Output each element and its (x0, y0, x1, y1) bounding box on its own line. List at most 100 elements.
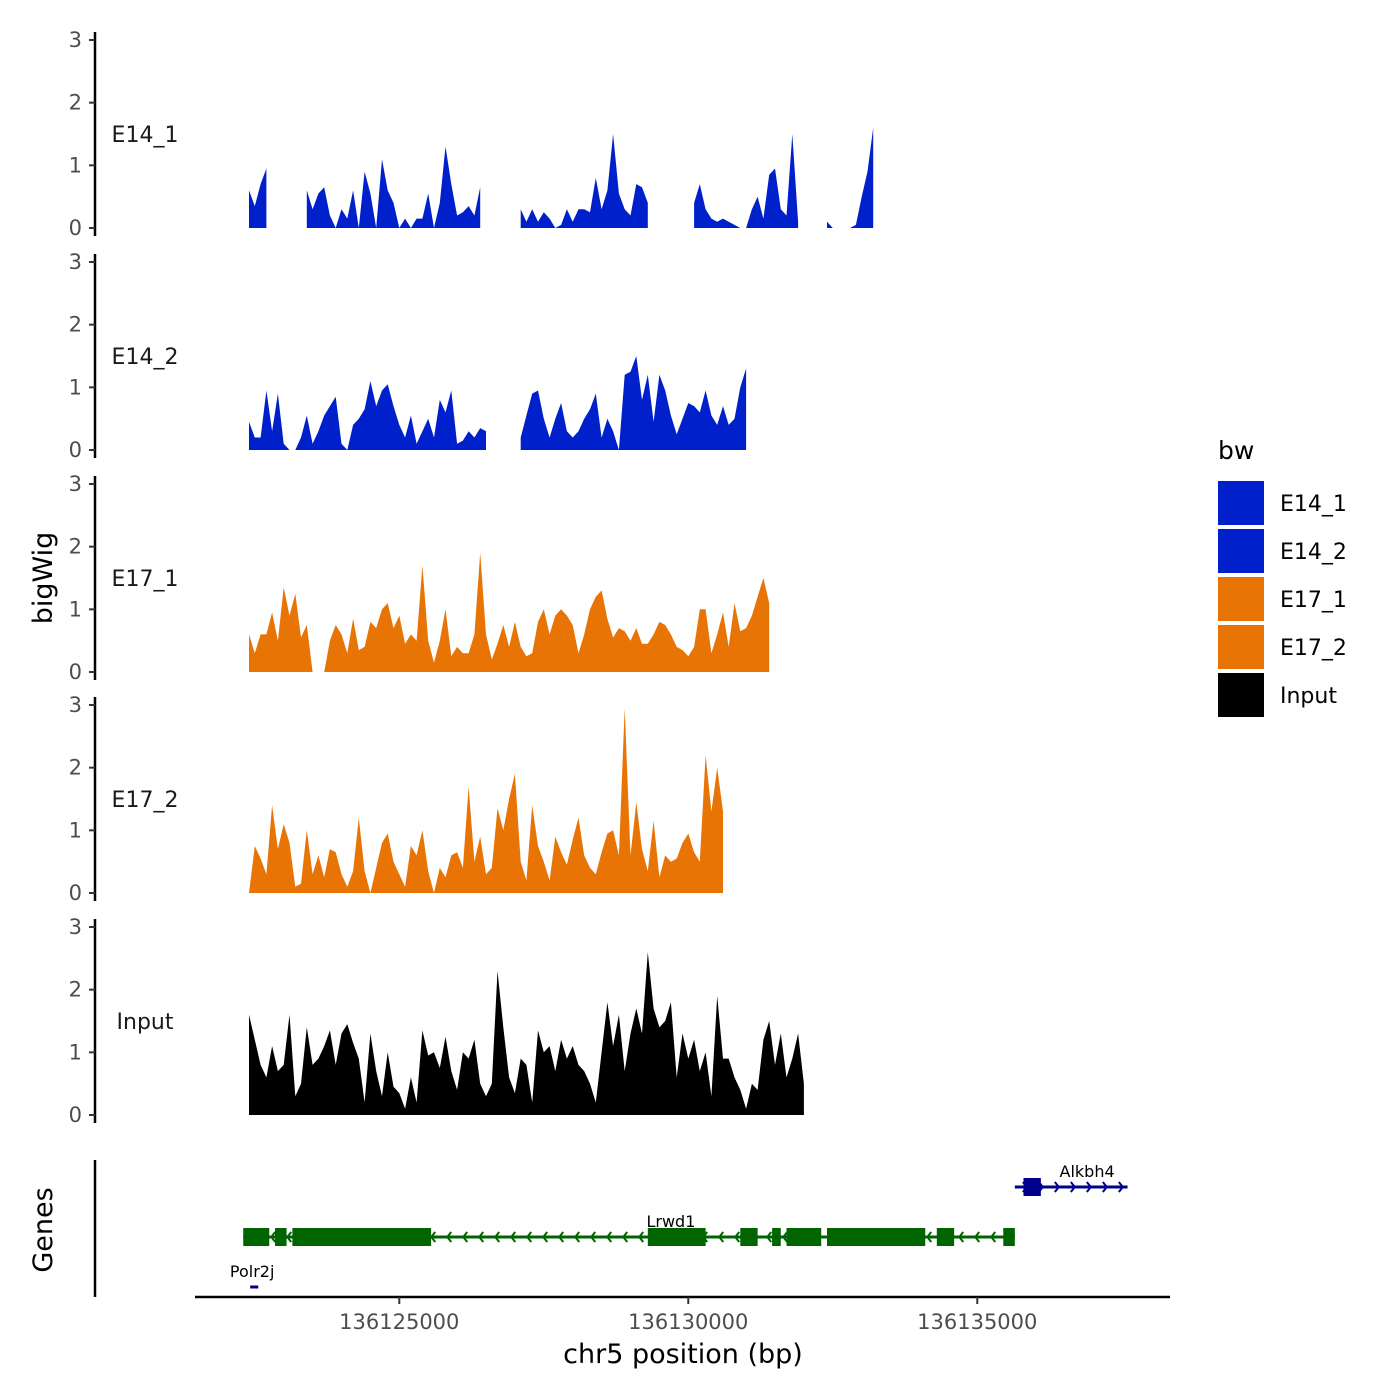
exon-block (826, 1228, 926, 1246)
gene-Lrwd1: Lrwd1 (243, 1212, 1015, 1246)
signal-area-E14_1 (249, 127, 874, 228)
track-label: Input (117, 1010, 174, 1035)
y-tick-label: 2 (69, 978, 82, 1002)
strand-arrow (957, 1231, 965, 1243)
strand-arrow (429, 1231, 437, 1243)
y-tick-label: 1 (69, 597, 82, 621)
y-tick-label: 0 (69, 216, 82, 240)
legend-swatch-E14_2 (1218, 529, 1264, 573)
y-tick-label: 0 (69, 660, 82, 684)
legend-label-E17_2: E17_2 (1280, 636, 1347, 661)
exon-block (243, 1228, 270, 1246)
y-tick-label: 1 (69, 1040, 82, 1064)
strand-arrow (733, 1231, 741, 1243)
strand-arrow (925, 1231, 933, 1243)
x-tick-label: 136130000 (628, 1310, 748, 1334)
legend-swatch-E17_2 (1218, 625, 1264, 669)
legend-swatch-Input (1218, 673, 1264, 717)
exon-block (647, 1228, 706, 1246)
track-E17_1: 0 1 2 3 E17_1 (69, 472, 770, 684)
legend-swatch-E17_1 (1218, 577, 1264, 621)
y-tick-label: 2 (69, 535, 82, 559)
strand-arrow (637, 1231, 645, 1243)
strand-arrow (605, 1231, 613, 1243)
track-label: E17_2 (112, 788, 179, 813)
y-tick-label: 1 (69, 375, 82, 399)
track-label: E17_1 (112, 567, 179, 592)
gene-label: Alkbh4 (1060, 1162, 1115, 1181)
legend-label-Input: Input (1280, 684, 1337, 709)
strand-arrow (509, 1231, 517, 1243)
exon-block (740, 1228, 758, 1246)
strand-arrow (621, 1231, 629, 1243)
track-E17_2: 0 1 2 3 E17_2 (69, 693, 723, 905)
y-tick-label: 3 (69, 472, 82, 496)
strand-arrow (285, 1231, 293, 1243)
signal-area-Input (249, 952, 804, 1115)
strand-arrow (1070, 1181, 1077, 1193)
gene-panel-title: Genes (28, 1187, 59, 1272)
strand-arrow (589, 1231, 597, 1243)
legend: bw E14_1 E14_2 E17_1 E17_2 Input (1218, 436, 1347, 717)
strand-arrow (989, 1231, 997, 1243)
x-tick-label: 136135000 (917, 1310, 1037, 1334)
gene-label: Lrwd1 (646, 1212, 695, 1231)
gene-Polr2j: Polr2j (230, 1262, 275, 1289)
track-Input: 0 1 2 3 Input (69, 915, 804, 1127)
strand-arrow (1086, 1181, 1093, 1193)
track-E14_2: 0 1 2 3 E14_2 (69, 250, 747, 462)
track-label: E14_1 (112, 123, 179, 148)
strand-arrow (269, 1231, 277, 1243)
y-axis-title: bigWig (28, 532, 59, 625)
y-tick-label: 3 (69, 28, 82, 52)
exon-block (772, 1228, 781, 1246)
signal-tracks: 0 1 2 3 E14_1 0 1 2 3 E14_2 0 1 2 3 E17_1 0 1 2 3 E17_2 0 1 2 3… (69, 28, 874, 1127)
y-tick-label: 3 (69, 693, 82, 717)
strand-arrow (1118, 1181, 1125, 1193)
x-tick-label: 136125000 (339, 1310, 459, 1334)
legend-label-E17_1: E17_1 (1280, 588, 1347, 613)
exon-block (1023, 1178, 1041, 1196)
legend-swatch-E14_1 (1218, 481, 1264, 525)
strand-arrow (765, 1231, 773, 1243)
y-tick-label: 1 (69, 818, 82, 842)
strand-arrow (445, 1231, 453, 1243)
strand-arrow (573, 1231, 581, 1243)
strand-arrow (1102, 1181, 1109, 1193)
y-tick-label: 3 (69, 915, 82, 939)
signal-area-E17_2 (249, 708, 723, 893)
exon-block (1003, 1228, 1015, 1246)
y-tick-label: 2 (69, 756, 82, 780)
exon-block (936, 1228, 955, 1246)
gene-panel: Polr2j Lrwd1 Alkbh4 (93, 1160, 1128, 1297)
y-tick-label: 3 (69, 250, 82, 274)
strand-arrow (973, 1231, 981, 1243)
strand-arrow (461, 1231, 469, 1243)
legend-title: bw (1218, 436, 1254, 465)
strand-arrow (781, 1231, 789, 1243)
exon-block (275, 1228, 287, 1246)
track-E14_1: 0 1 2 3 E14_1 (69, 28, 874, 240)
signal-area-E14_2 (249, 356, 747, 450)
gene-Alkbh4: Alkbh4 (1014, 1162, 1128, 1196)
x-axis: 136125000 136130000 136135000 (195, 1295, 1170, 1334)
strand-arrow (717, 1231, 725, 1243)
y-tick-label: 2 (69, 91, 82, 115)
legend-label-E14_1: E14_1 (1280, 492, 1347, 517)
exon-block (292, 1228, 432, 1246)
strand-arrow (525, 1231, 533, 1243)
y-tick-label: 2 (69, 313, 82, 337)
legend-label-E14_2: E14_2 (1280, 540, 1347, 565)
strand-arrow (1054, 1181, 1061, 1193)
y-tick-label: 0 (69, 881, 82, 905)
gene-label: Polr2j (230, 1262, 275, 1281)
signal-area-E17_1 (249, 552, 770, 672)
strand-arrow (477, 1231, 485, 1243)
y-tick-label: 0 (69, 438, 82, 462)
strand-arrow (493, 1231, 501, 1243)
strand-arrow (541, 1231, 549, 1243)
y-tick-label: 1 (69, 153, 82, 177)
x-axis-title: chr5 position (bp) (563, 1339, 803, 1370)
exon-block (786, 1228, 822, 1246)
